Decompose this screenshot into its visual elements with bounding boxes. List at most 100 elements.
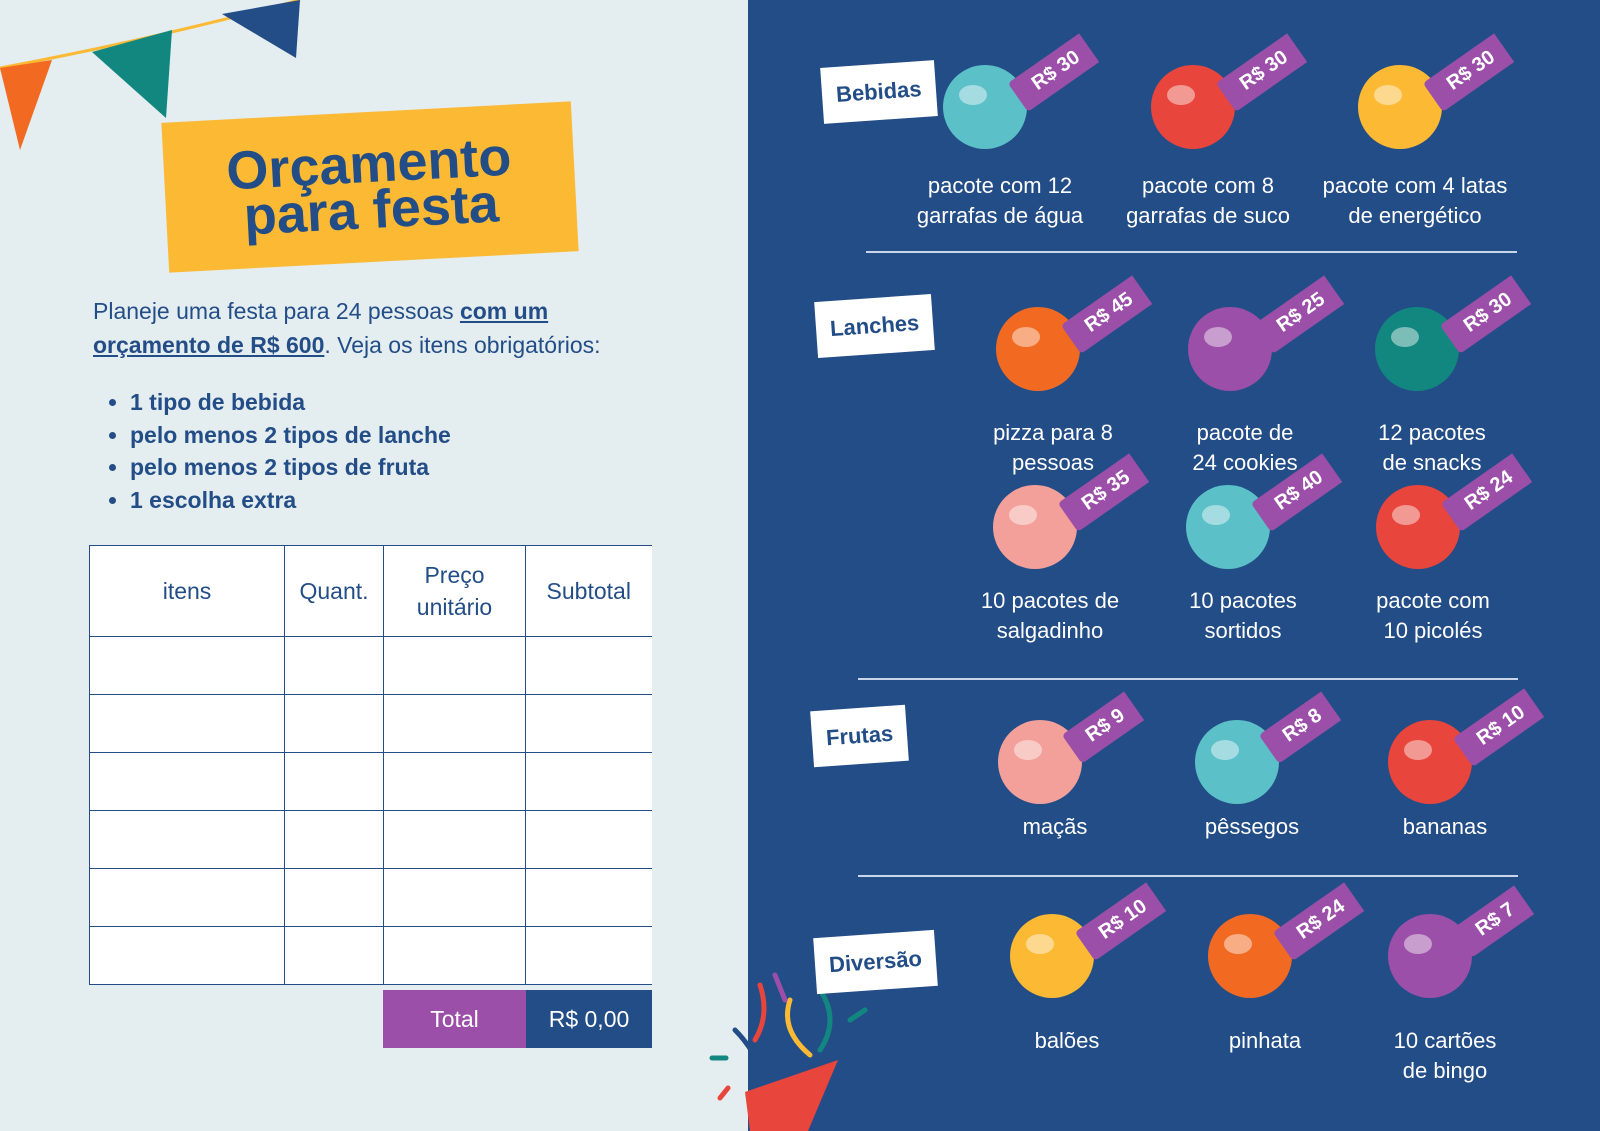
cell[interactable] bbox=[383, 636, 526, 695]
item-icon bbox=[1375, 307, 1459, 391]
item-label: pinhata bbox=[1160, 1026, 1370, 1056]
item-icon bbox=[1358, 65, 1442, 149]
requirement: pelo menos 2 tipos de fruta bbox=[130, 451, 451, 484]
item-label-line: pacote de bbox=[1196, 420, 1294, 445]
item-label-line: pinhata bbox=[1228, 1028, 1302, 1053]
cell[interactable] bbox=[525, 868, 652, 927]
item-label-line: pessoas bbox=[1012, 450, 1094, 475]
pennant bbox=[92, 30, 172, 118]
item-label: 10 pacotes de salgadinho bbox=[945, 586, 1155, 646]
item-icon bbox=[993, 485, 1077, 569]
item-icon bbox=[1208, 914, 1292, 998]
section-label: Bebidas bbox=[820, 60, 938, 124]
item-label: pacote com 12 garrafas de água bbox=[895, 171, 1105, 231]
requirement: 1 escolha extra bbox=[130, 484, 451, 517]
item-label: 10 cartões de bingo bbox=[1340, 1026, 1550, 1086]
row bbox=[89, 926, 652, 985]
pennant bbox=[0, 60, 52, 150]
confetti bbox=[709, 972, 868, 1131]
cell[interactable] bbox=[383, 752, 526, 811]
cell[interactable] bbox=[284, 752, 384, 811]
item-label-line: 10 pacotes bbox=[1189, 588, 1297, 613]
item-label: balões bbox=[962, 1026, 1172, 1056]
item-icon bbox=[998, 720, 1082, 804]
item-label: pacote com 4 latas de energético bbox=[1310, 171, 1520, 231]
item-label: pacote com 10 picolés bbox=[1328, 586, 1538, 646]
item-label-line: 10 cartões bbox=[1393, 1028, 1497, 1053]
section-label: Diversão bbox=[813, 929, 938, 995]
intro-emphasis: orçamento de R$ 600 bbox=[93, 332, 325, 358]
budget-table: itens Quant. Preço unitário Subtotal bbox=[89, 545, 652, 985]
cell[interactable] bbox=[89, 694, 285, 753]
item-label: maçãs bbox=[950, 812, 1160, 842]
item-label-line: 10 pacotes de bbox=[980, 588, 1120, 613]
cell[interactable] bbox=[383, 868, 526, 927]
cell[interactable] bbox=[284, 868, 384, 927]
item-label-line: 10 picolés bbox=[1383, 618, 1483, 643]
item-icon bbox=[1188, 307, 1272, 391]
item-icon bbox=[1195, 720, 1279, 804]
item-label-line: de energético bbox=[1348, 203, 1482, 228]
header-cell: Preço unitário bbox=[383, 545, 526, 637]
item-label-line: balões bbox=[1034, 1028, 1100, 1053]
item-label-line: garrafas de água bbox=[916, 203, 1084, 228]
cell[interactable] bbox=[89, 868, 285, 927]
cell[interactable] bbox=[525, 694, 652, 753]
section-label: Lanches bbox=[814, 293, 936, 359]
cell[interactable] bbox=[383, 810, 526, 869]
header-line: unitário bbox=[416, 594, 493, 620]
divider bbox=[858, 875, 1518, 877]
item-label-line: salgadinho bbox=[996, 618, 1104, 643]
item-label: pacote com 8 garrafas de suco bbox=[1103, 171, 1313, 231]
item-icon bbox=[1388, 720, 1472, 804]
header-line: Preço bbox=[424, 562, 485, 588]
item-icon bbox=[996, 307, 1080, 391]
item-label: 10 pacotes sortidos bbox=[1138, 586, 1348, 646]
intro-line: orçamento de R$ 600. Veja os itens obrig… bbox=[93, 328, 601, 362]
cell[interactable] bbox=[383, 926, 526, 985]
header-cell: itens bbox=[89, 545, 285, 637]
cell[interactable] bbox=[284, 636, 384, 695]
item-label-line: 24 cookies bbox=[1192, 450, 1298, 475]
item-label-line: de snacks bbox=[1382, 450, 1482, 475]
cell[interactable] bbox=[89, 752, 285, 811]
cell[interactable] bbox=[525, 752, 652, 811]
cell[interactable] bbox=[284, 926, 384, 985]
item-icon bbox=[1010, 914, 1094, 998]
intro-line: Planeje uma festa para 24 pessoas com um bbox=[93, 294, 601, 328]
divider bbox=[858, 678, 1518, 680]
item-label-line: sortidos bbox=[1204, 618, 1282, 643]
title-box: Orçamento para festa bbox=[161, 101, 579, 273]
intro-emphasis: com um bbox=[459, 298, 549, 324]
item-label-line: pizza para 8 bbox=[993, 420, 1113, 445]
cell[interactable] bbox=[383, 694, 526, 753]
item-label: bananas bbox=[1340, 812, 1550, 842]
intro-text: . Veja os itens obrigatórios: bbox=[324, 332, 601, 358]
divider bbox=[866, 251, 1517, 253]
item-icon bbox=[1388, 914, 1472, 998]
item-label-line: pacote com 8 bbox=[1141, 173, 1275, 198]
header-cell: Quant. bbox=[284, 545, 384, 637]
cell[interactable] bbox=[525, 926, 652, 985]
row bbox=[89, 752, 652, 811]
title-line: para festa bbox=[242, 173, 501, 247]
cell[interactable] bbox=[525, 810, 652, 869]
cell[interactable] bbox=[284, 694, 384, 753]
cell[interactable] bbox=[284, 810, 384, 869]
requirement: 1 tipo de bebida bbox=[130, 386, 451, 419]
intro-text: Planeje uma festa para 24 pessoas bbox=[93, 298, 460, 324]
header-row: itens Quant. Preço unitário Subtotal bbox=[89, 545, 652, 637]
header-cell: Subtotal bbox=[525, 545, 652, 637]
intro: Planeje uma festa para 24 pessoas com um… bbox=[93, 294, 601, 362]
total-value: R$ 0,00 bbox=[526, 990, 652, 1048]
item-icon bbox=[1186, 485, 1270, 569]
item-icon bbox=[1376, 485, 1460, 569]
item-label-line: garrafas de suco bbox=[1126, 203, 1290, 228]
cell[interactable] bbox=[89, 926, 285, 985]
item-label-line: 12 pacotes bbox=[1378, 420, 1486, 445]
cell[interactable] bbox=[89, 810, 285, 869]
cell[interactable] bbox=[89, 636, 285, 695]
cell[interactable] bbox=[525, 636, 652, 695]
